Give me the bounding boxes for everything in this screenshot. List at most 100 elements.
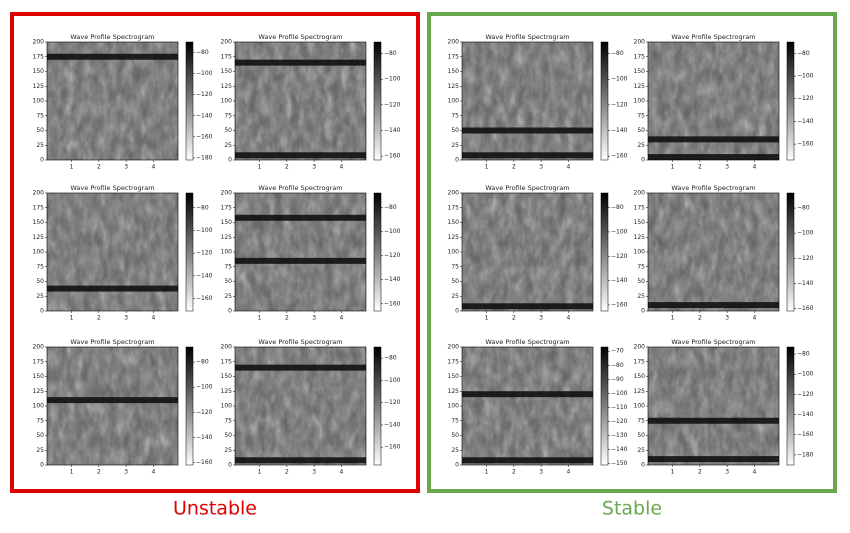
chart-title: Wave Profile Spectrogram xyxy=(485,33,569,41)
colorbar-tick-label: −140 xyxy=(611,277,628,284)
y-tick-label: 125 xyxy=(634,388,646,395)
colorbar-tick-label: −100 xyxy=(611,228,628,235)
y-tick-label: 50 xyxy=(36,278,44,285)
colorbar xyxy=(185,41,194,161)
x-tick-label: 3 xyxy=(312,469,316,476)
y-tick-label: 0 xyxy=(40,462,44,469)
x-tick-label: 3 xyxy=(124,315,128,322)
y-tick-label: 100 xyxy=(221,249,233,256)
colorbar xyxy=(786,41,795,161)
y-tick-label: 200 xyxy=(221,344,233,351)
y-tick-label: 50 xyxy=(637,278,645,285)
chart-title: Wave Profile Spectrogram xyxy=(258,338,342,346)
y-tick-label: 75 xyxy=(224,112,232,119)
colorbar-tick-label: −100 xyxy=(797,230,814,237)
y-tick-label: 150 xyxy=(634,68,646,75)
colorbar-tick-label: −80 xyxy=(797,351,810,358)
y-tick-label: 200 xyxy=(221,190,233,197)
dark-band xyxy=(462,127,593,134)
y-tick-label: 0 xyxy=(455,308,459,315)
y-tick-label: 175 xyxy=(634,53,646,60)
colorbar-tick-label: −100 xyxy=(797,73,814,80)
y-tick-label: 125 xyxy=(448,388,460,395)
x-tick-label: 4 xyxy=(567,469,571,476)
y-tick-label: 50 xyxy=(451,278,459,285)
y-tick-label: 175 xyxy=(634,204,646,211)
spectrogram-texture xyxy=(648,193,779,311)
colorbar-tick-label: −140 xyxy=(797,411,814,418)
x-tick-label: 2 xyxy=(698,469,702,476)
y-tick-label: 150 xyxy=(448,68,460,75)
y-tick-label: 100 xyxy=(221,98,233,105)
colorbar-tick-label: −140 xyxy=(196,434,213,441)
colorbar-tick-label: −80 xyxy=(384,50,397,57)
y-tick-label: 75 xyxy=(36,263,44,270)
y-tick-label: 125 xyxy=(448,234,460,241)
y-tick-label: 125 xyxy=(221,83,233,90)
y-tick-label: 125 xyxy=(448,83,460,90)
y-tick-label: 75 xyxy=(224,263,232,270)
colorbar-tick-label: −140 xyxy=(797,118,814,125)
colorbar-tick-label: −160 xyxy=(797,431,814,438)
x-tick-label: 3 xyxy=(124,469,128,476)
y-tick-label: 100 xyxy=(448,98,460,105)
group-label: Stable xyxy=(602,498,662,520)
colorbar-tick-label: −120 xyxy=(196,91,213,98)
colorbar xyxy=(185,346,194,466)
x-tick-label: 4 xyxy=(753,469,757,476)
colorbar-tick-label: −100 xyxy=(384,76,401,83)
y-tick-label: 175 xyxy=(221,358,233,365)
colorbar-tick-label: −140 xyxy=(797,280,814,287)
spectrogram-texture xyxy=(47,42,178,160)
y-tick-label: 200 xyxy=(634,39,646,46)
y-tick-label: 50 xyxy=(224,278,232,285)
y-tick-label: 150 xyxy=(33,373,45,380)
y-tick-label: 50 xyxy=(36,432,44,439)
y-tick-label: 175 xyxy=(221,53,233,60)
dark-band xyxy=(462,303,593,310)
x-tick-label: 2 xyxy=(512,164,516,171)
y-tick-label: 200 xyxy=(448,190,460,197)
y-tick-label: 0 xyxy=(641,308,645,315)
spectrogram-texture xyxy=(47,347,178,465)
x-tick-label: 1 xyxy=(258,469,262,476)
colorbar-tick-label: −120 xyxy=(384,399,401,406)
y-tick-label: 100 xyxy=(634,249,646,256)
chart-title: Wave Profile Spectrogram xyxy=(258,184,342,192)
colorbar-tick-label: −80 xyxy=(611,362,624,369)
y-tick-label: 100 xyxy=(33,98,45,105)
colorbar xyxy=(786,346,795,466)
y-tick-label: 175 xyxy=(634,358,646,365)
colorbar-tick-label: −100 xyxy=(196,384,213,391)
colorbar-tick-label: −80 xyxy=(196,204,209,211)
y-tick-label: 0 xyxy=(40,308,44,315)
colorbar-tick-label: −100 xyxy=(384,228,401,235)
y-tick-label: 200 xyxy=(221,39,233,46)
colorbar-tick-label: −160 xyxy=(196,133,213,140)
colorbar-tick-label: −180 xyxy=(196,154,213,161)
dark-band xyxy=(462,152,593,159)
y-tick-label: 0 xyxy=(455,157,459,164)
y-tick-label: 25 xyxy=(36,447,44,454)
y-tick-label: 25 xyxy=(224,142,232,149)
y-tick-label: 175 xyxy=(33,53,45,60)
chart-title: Wave Profile Spectrogram xyxy=(671,33,755,41)
x-tick-label: 4 xyxy=(152,469,156,476)
x-tick-label: 3 xyxy=(725,315,729,322)
dark-band xyxy=(648,136,779,143)
colorbar-tick-label: −160 xyxy=(611,153,628,160)
dark-band xyxy=(235,214,366,221)
y-tick-label: 125 xyxy=(33,83,45,90)
y-tick-label: 100 xyxy=(221,403,233,410)
colorbar xyxy=(185,192,194,312)
y-tick-label: 25 xyxy=(451,142,459,149)
x-tick-label: 4 xyxy=(567,164,571,171)
y-tick-label: 25 xyxy=(224,447,232,454)
y-tick-label: 0 xyxy=(455,462,459,469)
colorbar-tick-label: −120 xyxy=(797,95,814,102)
unstable-frame xyxy=(10,12,420,493)
colorbar-tick-label: −100 xyxy=(611,76,628,83)
colorbar-tick-label: −90 xyxy=(611,376,624,383)
y-tick-label: 75 xyxy=(451,417,459,424)
